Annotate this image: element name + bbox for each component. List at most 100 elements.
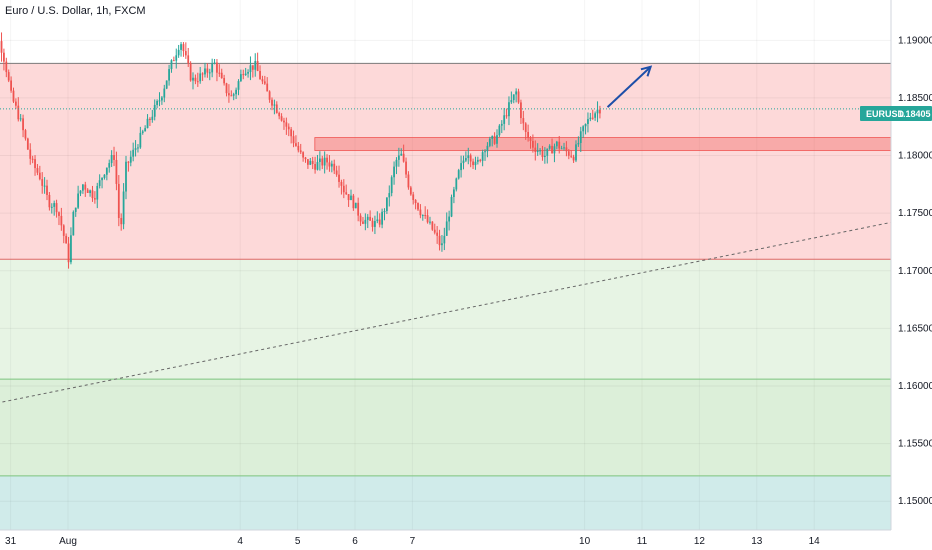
- candle-body: [170, 60, 173, 70]
- candle-body: [139, 132, 142, 148]
- candle-body: [117, 183, 120, 218]
- candle-body: [125, 161, 127, 192]
- candle-body: [127, 161, 130, 163]
- candle-body: [194, 77, 197, 82]
- candle-body: [462, 160, 465, 164]
- candle-body: [113, 155, 115, 160]
- price-tick-label: 1.15000: [898, 496, 932, 507]
- resistance-zone: [0, 63, 891, 260]
- candle-body: [237, 81, 240, 90]
- candle-body: [5, 61, 8, 73]
- candle-body: [43, 185, 46, 187]
- candle-body: [103, 174, 106, 178]
- candle-body: [534, 147, 537, 152]
- candle-body: [70, 235, 72, 263]
- price-tick-label: 1.16500: [898, 323, 932, 334]
- candle-body: [500, 123, 503, 126]
- candle-body: [60, 215, 63, 226]
- time-tick-labels: 31Aug456710111213141718192021: [5, 536, 820, 547]
- candle-body: [472, 161, 474, 166]
- price-tag: EURUSD 1.18405: [860, 106, 932, 121]
- candle-body: [579, 131, 582, 143]
- candle-body: [223, 78, 226, 84]
- candle-body: [175, 55, 178, 61]
- candle-body: [201, 73, 204, 75]
- candle-body: [570, 155, 573, 157]
- price-axis-background[interactable]: [891, 0, 932, 530]
- candle-body: [381, 211, 384, 225]
- candle-body: [567, 151, 570, 156]
- candle-body: [445, 221, 448, 236]
- candle-body: [307, 159, 309, 165]
- candle-body: [285, 122, 288, 127]
- time-axis-background[interactable]: [0, 530, 932, 550]
- candle-body: [163, 88, 166, 98]
- candle-body: [594, 113, 597, 118]
- candle-body: [251, 65, 254, 70]
- support-zone-upper: [0, 259, 891, 380]
- candle-body: [244, 73, 247, 75]
- candle-body: [309, 160, 312, 165]
- time-tick-label: 5: [295, 536, 301, 547]
- forecast-arrow-layer: [606, 65, 653, 108]
- candle-body: [41, 179, 44, 186]
- candle-body: [347, 194, 350, 201]
- candle-body: [433, 229, 436, 233]
- candle-body: [14, 101, 17, 106]
- candle-body: [491, 136, 494, 139]
- candle-body: [505, 115, 508, 117]
- candle-body: [249, 65, 252, 73]
- candle-body: [460, 163, 462, 171]
- candle-body: [354, 202, 357, 209]
- candle-body: [0, 41, 3, 53]
- price-tick-label: 1.16000: [898, 381, 932, 392]
- resistance-box: [314, 137, 932, 151]
- candle-body: [273, 104, 276, 106]
- candle-body: [539, 150, 541, 152]
- candle-body: [91, 190, 94, 199]
- candle-body: [479, 159, 482, 161]
- candle-body: [295, 143, 297, 146]
- candle-body: [512, 94, 515, 101]
- candle-body: [220, 72, 223, 79]
- candle-body: [405, 161, 407, 175]
- candle-body: [395, 159, 398, 167]
- candle-body: [189, 63, 192, 81]
- candle-body: [96, 185, 99, 200]
- candle-body: [196, 81, 199, 83]
- candle-body: [101, 177, 103, 181]
- candle-body: [62, 225, 65, 236]
- time-tick-label: 11: [637, 536, 648, 547]
- candle-body: [74, 207, 77, 212]
- candle-body: [297, 145, 300, 151]
- candle-body: [572, 156, 575, 161]
- candle-body: [108, 163, 111, 168]
- candle-body: [441, 243, 443, 246]
- candle-body: [254, 61, 257, 70]
- candle-body: [280, 116, 283, 121]
- candle-body: [402, 153, 405, 162]
- candle-body: [438, 235, 441, 246]
- candle-body: [498, 125, 501, 136]
- candle-body: [599, 109, 601, 114]
- candle-body: [55, 203, 58, 213]
- candle-body: [84, 184, 87, 190]
- candle-body: [192, 77, 194, 81]
- candle-body: [182, 44, 185, 52]
- time-tick-label: 13: [751, 536, 763, 547]
- candle-body: [352, 195, 355, 209]
- candle-body: [421, 215, 424, 217]
- candle-body: [326, 157, 328, 163]
- candle-body: [271, 99, 273, 106]
- candle-body: [177, 49, 180, 56]
- candle-body: [474, 161, 477, 166]
- candle-body: [58, 212, 60, 216]
- candle-body: [149, 118, 151, 120]
- candle-body: [541, 150, 544, 157]
- time-tick-label: 7: [410, 536, 416, 547]
- candle-body: [546, 148, 549, 156]
- candle-body: [328, 162, 331, 167]
- candle-body: [321, 158, 324, 166]
